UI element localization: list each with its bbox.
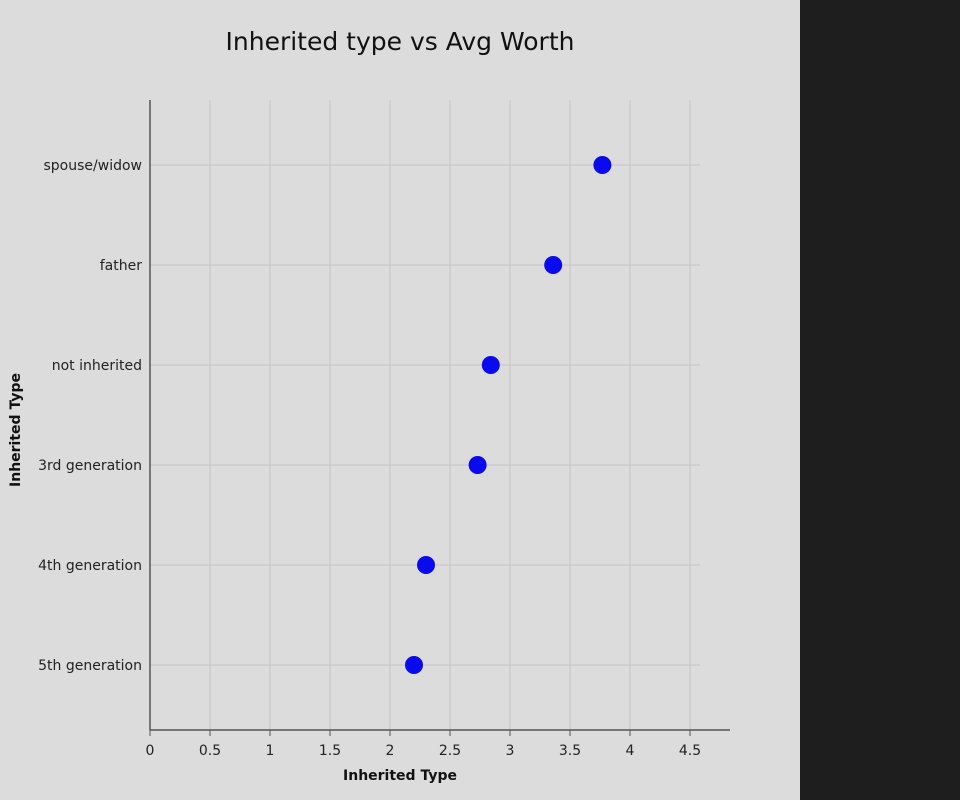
chart-title: Inherited type vs Avg Worth [226, 27, 575, 56]
x-tick-label: 4 [626, 743, 635, 759]
y-axis-label: Inherited Type [8, 373, 24, 487]
y-tick-label: spouse/widow [44, 158, 143, 174]
x-tick-label: 3 [506, 743, 515, 759]
y-tick-labels: spouse/widow father not inherited 3rd gener… [38, 158, 142, 674]
x-tick-label: 0.5 [199, 743, 221, 759]
data-point [481, 356, 500, 374]
data-point [544, 256, 563, 274]
data-point [468, 456, 487, 474]
scatter-chart: Inherited type vs Avg Worth spouse/widow… [8, 27, 730, 784]
grid [150, 100, 700, 730]
y-tick-label: not inherited [52, 358, 142, 374]
x-tick-label: 2.5 [439, 743, 461, 759]
x-tick-label: 3.5 [559, 743, 581, 759]
data-points [405, 156, 612, 674]
x-tick-label: 1 [266, 743, 275, 759]
y-tick-label: 4th generation [38, 558, 142, 574]
x-tick-label: 4.5 [679, 743, 701, 759]
data-point [593, 156, 612, 174]
x-tick-label: 0 [146, 743, 155, 759]
x-tick-label: 2 [386, 743, 395, 759]
y-tick-label: 5th generation [38, 658, 142, 674]
y-tick-label: 3rd generation [38, 458, 142, 474]
axes [149, 100, 730, 736]
x-axis-label: Inherited Type [343, 768, 457, 784]
data-point [417, 556, 435, 574]
chart-panel [0, 0, 800, 800]
x-tick-labels: 0 0.5 1 1.5 2 2.5 3 3.5 4 4.5 [146, 743, 702, 759]
data-point [405, 656, 423, 674]
dark-side-panel [800, 0, 960, 800]
x-tick-label: 1.5 [319, 743, 341, 759]
y-tick-label: father [100, 258, 142, 274]
